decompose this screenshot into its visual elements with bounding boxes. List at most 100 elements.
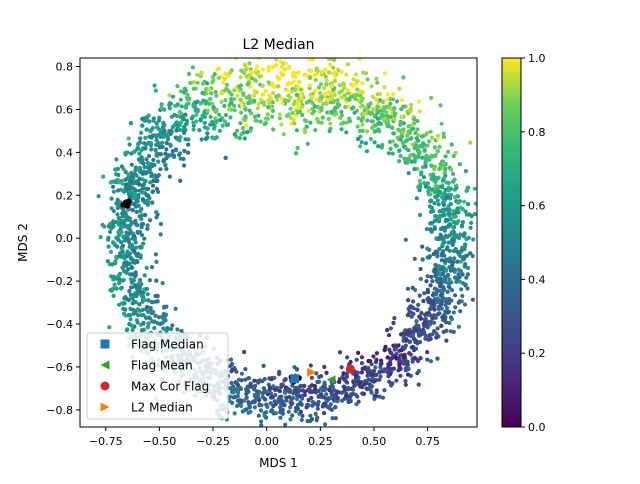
scatter-point xyxy=(324,370,329,375)
scatter-point xyxy=(175,327,180,332)
scatter-point xyxy=(140,157,145,162)
scatter-point xyxy=(191,86,196,91)
scatter-point xyxy=(155,125,160,130)
scatter-point xyxy=(386,151,391,156)
scatter-point xyxy=(462,232,467,237)
scatter-point xyxy=(180,117,186,122)
scatter-point xyxy=(373,365,378,370)
scatter-point xyxy=(452,177,457,182)
scatter-point xyxy=(331,87,336,92)
scatter-point xyxy=(308,363,313,368)
scatter-point xyxy=(307,83,313,88)
scatter-point xyxy=(382,85,387,90)
scatter-point xyxy=(430,301,435,306)
x-tick-label: −0.50 xyxy=(143,435,177,448)
scatter-point xyxy=(437,271,442,276)
scatter-point xyxy=(326,70,332,75)
scatter-point xyxy=(432,226,437,231)
scatter-point xyxy=(338,350,343,355)
scatter-point xyxy=(432,313,437,318)
scatter-point xyxy=(448,329,453,334)
scatter-point xyxy=(448,201,453,207)
y-tick-label: 0.4 xyxy=(56,146,74,159)
scatter-point xyxy=(358,104,363,109)
scatter-point xyxy=(342,84,347,89)
scatter-point xyxy=(395,135,400,140)
scatter-point xyxy=(360,115,365,120)
scatter-point xyxy=(240,126,246,131)
scatter-point xyxy=(220,91,225,96)
scatter-point xyxy=(236,377,242,382)
scatter-point xyxy=(295,145,300,151)
scatter-point xyxy=(386,333,392,338)
scatter-point xyxy=(128,179,133,184)
scatter-point xyxy=(372,140,377,145)
scatter-point xyxy=(244,123,249,128)
scatter-point xyxy=(179,104,184,109)
scatter-point xyxy=(135,230,141,235)
scatter-point xyxy=(261,386,266,391)
scatter-point xyxy=(457,279,462,284)
scatter-point xyxy=(286,409,291,414)
scatter-point xyxy=(335,399,340,404)
scatter-point xyxy=(309,417,315,422)
scatter-point xyxy=(264,415,269,420)
x-tick-label: −0.75 xyxy=(89,435,123,448)
scatter-point xyxy=(105,259,110,264)
y-tick-label: 0.6 xyxy=(56,103,74,116)
scatter-point xyxy=(403,382,408,387)
scatter-point xyxy=(346,385,351,391)
scatter-point xyxy=(252,399,257,405)
scatter-point xyxy=(127,322,132,327)
scatter-point xyxy=(354,79,359,84)
scatter-point xyxy=(154,259,159,264)
scatter-point xyxy=(422,329,427,335)
scatter-point xyxy=(153,299,158,304)
scatter-point xyxy=(446,224,451,229)
scatter-point xyxy=(386,368,392,373)
scatter-point xyxy=(294,389,299,394)
scatter-point xyxy=(359,355,365,360)
scatter-point xyxy=(286,98,291,103)
scatter-point xyxy=(344,393,349,398)
scatter-point xyxy=(178,89,184,94)
scatter-point xyxy=(332,388,337,393)
scatter-point xyxy=(126,136,131,141)
scatter-point xyxy=(140,123,145,128)
scatter-point xyxy=(413,346,418,351)
scatter-point xyxy=(290,110,295,115)
scatter-point xyxy=(183,105,189,110)
scatter-point xyxy=(120,265,125,270)
scatter-point xyxy=(397,86,402,91)
legend-box xyxy=(86,332,229,420)
scatter-point xyxy=(339,365,344,370)
scatter-point xyxy=(295,102,300,107)
scatter-point xyxy=(399,332,404,337)
scatter-point xyxy=(382,348,387,353)
scatter-point xyxy=(270,395,275,400)
scatter-point xyxy=(244,395,249,400)
y-tick-label: −0.4 xyxy=(46,318,73,331)
scatter-point xyxy=(159,102,164,107)
scatter-point xyxy=(229,380,234,386)
scatter-point xyxy=(122,301,127,306)
scatter-point xyxy=(443,187,448,192)
scatter-point xyxy=(212,136,217,141)
scatter-point xyxy=(263,116,268,121)
scatter-point xyxy=(375,104,380,109)
scatter-point xyxy=(223,71,228,76)
scatter-point xyxy=(145,223,150,228)
scatter-point xyxy=(403,237,408,242)
scatter-point xyxy=(370,119,375,124)
scatter-point xyxy=(429,187,434,192)
scatter-point xyxy=(374,390,379,395)
scatter-point xyxy=(451,214,456,219)
scatter-point xyxy=(102,224,107,229)
scatter-point xyxy=(195,72,200,77)
scatter-point xyxy=(458,259,463,264)
scatter-point xyxy=(350,83,355,88)
scatter-point xyxy=(214,93,219,98)
scatter-point xyxy=(98,235,103,240)
scatter-point xyxy=(348,392,354,397)
scatter-point xyxy=(400,140,405,145)
